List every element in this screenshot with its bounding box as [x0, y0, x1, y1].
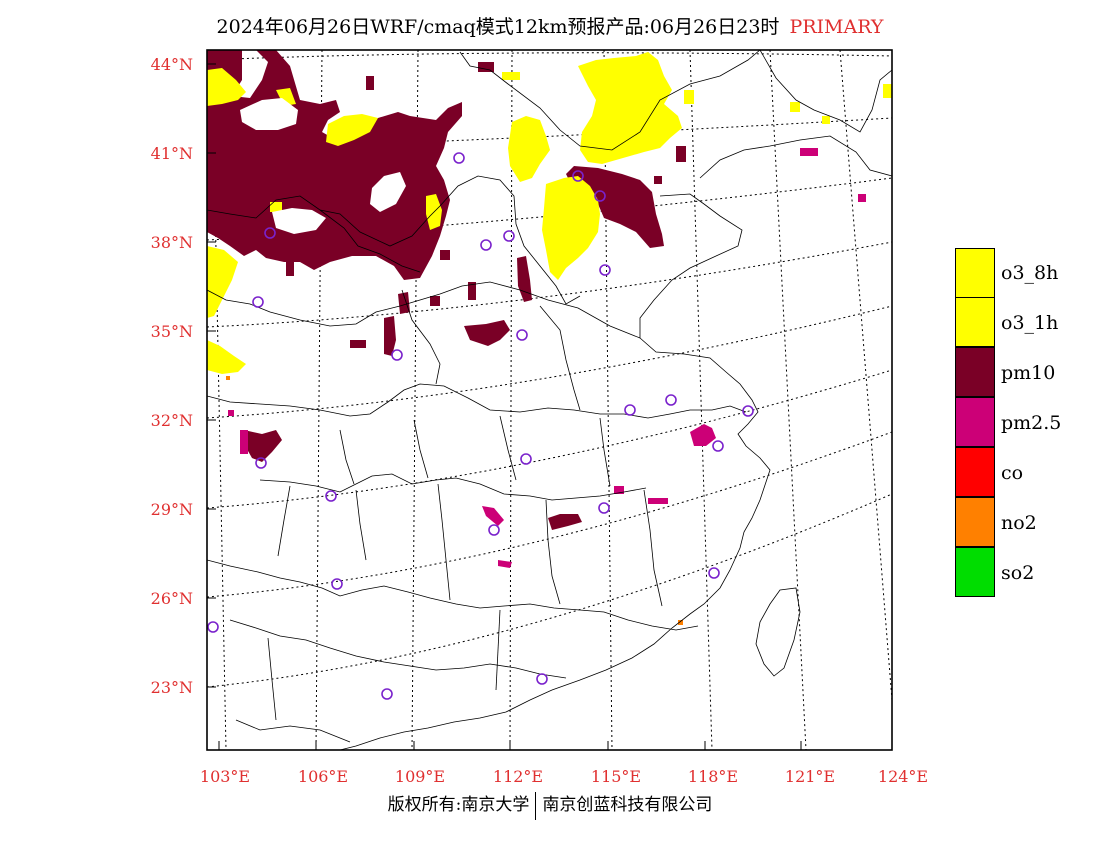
lon-label: 109°E — [395, 767, 445, 786]
legend-label: no2 — [1001, 512, 1037, 534]
station-markers — [207, 152, 754, 700]
lat-label: 29°N — [151, 500, 193, 519]
legend-swatch — [955, 248, 995, 298]
map-frame — [206, 49, 893, 751]
clear-holes — [240, 98, 406, 234]
legend-swatch — [955, 497, 995, 547]
legend-label: co — [1001, 462, 1024, 484]
copyright-right: 南京创蓝科技有限公司 — [542, 795, 713, 815]
legend-swatch — [955, 397, 995, 447]
lon-label: 121°E — [785, 767, 835, 786]
lon-label: 124°E — [878, 767, 928, 786]
lon-label: 115°E — [591, 767, 641, 786]
legend-swatch — [955, 547, 995, 597]
lon-label: 103°E — [200, 767, 250, 786]
copyright-footer: 版权所有:南京大学 南京创蓝科技有限公司 — [0, 790, 1100, 820]
o3-areas — [207, 52, 892, 374]
longitude-labels: 103°E 106°E 109°E 112°E 115°E 118°E 121°… — [200, 767, 928, 786]
lat-label: 26°N — [151, 589, 193, 608]
pm25-areas — [228, 148, 866, 568]
lat-label: 38°N — [151, 233, 193, 252]
map-title: 2024年06月26日WRF/cmaq模式12km预报产品:06月26日23时 P… — [0, 12, 1100, 39]
primary-tag: PRIMARY — [789, 16, 884, 38]
legend-label: pm2.5 — [1001, 412, 1062, 434]
legend-label: o3_8h — [1001, 262, 1059, 284]
latitude-labels: 44°N 41°N 38°N 35°N 32°N 29°N 26°N 23°N — [151, 55, 193, 697]
lon-label: 112°E — [493, 767, 543, 786]
lat-label: 32°N — [151, 411, 193, 430]
lon-label: 106°E — [298, 767, 348, 786]
lat-label: 23°N — [151, 678, 193, 697]
legend-label: o3_1h — [1001, 312, 1059, 334]
title-text: 2024年06月26日WRF/cmaq模式12km预报产品:06月26日23时 — [216, 16, 780, 38]
lat-label: 35°N — [151, 322, 193, 341]
legend-swatch — [955, 347, 995, 397]
footer-separator — [535, 791, 537, 820]
legend-label: so2 — [1001, 562, 1035, 584]
lat-label: 44°N — [151, 55, 193, 74]
legend-label: pm10 — [1001, 362, 1056, 384]
axis-ticks — [207, 63, 893, 750]
boundaries — [207, 50, 892, 750]
lon-label: 118°E — [688, 767, 738, 786]
legend-swatch — [955, 447, 995, 497]
lat-label: 41°N — [151, 144, 193, 163]
copyright-left: 版权所有:南京大学 — [387, 795, 530, 815]
no2-areas — [226, 376, 683, 625]
legend-swatch — [955, 297, 995, 347]
